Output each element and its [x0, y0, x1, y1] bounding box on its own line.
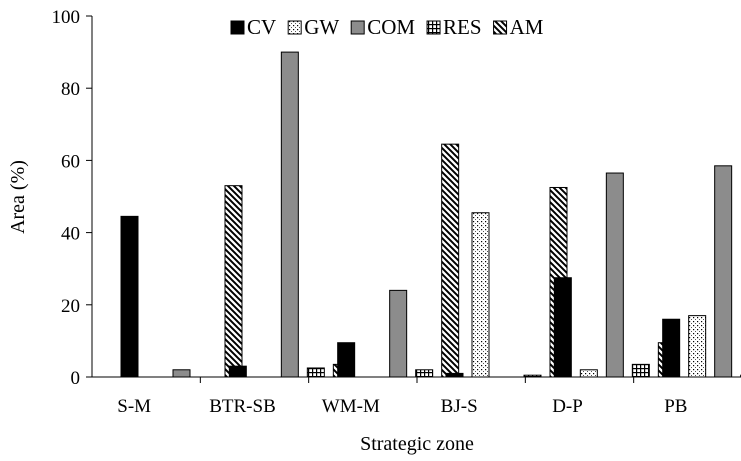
bar-res-btr-sb [306, 367, 325, 378]
legend-label-am: AM [510, 15, 544, 39]
bar-gw-d-p [579, 369, 598, 378]
bar-com-btr-sb [280, 51, 299, 378]
bar-cv-pb [662, 318, 681, 378]
bar-cv-btr-sb [228, 365, 247, 378]
x-tick-label: WM-M [322, 396, 380, 417]
y-tick-label: 80 [61, 79, 80, 100]
legend: CV GW COM RES AM [230, 15, 544, 39]
y-axis-title: Area (%) [7, 160, 29, 234]
legend-label-cv: CV [247, 15, 276, 39]
y-tick-label: 20 [61, 296, 80, 317]
bar-gw-pb [688, 315, 707, 378]
bars [120, 51, 741, 378]
bar-cv-s-m [120, 215, 139, 378]
bar-com-s-m [172, 369, 191, 378]
x-tick-label: D-P [552, 396, 583, 417]
bar-com-pb [714, 165, 733, 378]
bar-res-d-p [631, 363, 650, 378]
tick-labels: 0 20 40 60 80 100 S-M BTR-SB WM-M BJ-S D-P PB [52, 7, 688, 417]
x-tick-label: BTR-SB [209, 396, 276, 417]
bar-com-wm-m [389, 289, 408, 378]
legend-swatch-cv [230, 20, 245, 35]
legend-swatch-com [350, 20, 365, 35]
legend-label-com: COM [367, 15, 415, 39]
legend-swatch-gw [287, 20, 302, 35]
bar-res-wm-m [415, 369, 434, 378]
bar-gw-bj-s [471, 212, 490, 378]
bar-cv-wm-m [337, 342, 356, 378]
y-tick-label: 40 [61, 224, 80, 245]
x-axis-title: Strategic zone [360, 433, 474, 455]
y-tick-label: 60 [61, 151, 80, 172]
bar-com-d-p [605, 172, 624, 378]
bar-am-wm-m [441, 143, 460, 378]
bar-cv-bj-s [445, 372, 464, 378]
bar-am-s-m [224, 185, 243, 378]
legend-label-gw: GW [304, 15, 339, 39]
axes [86, 15, 741, 383]
x-tick-label: BJ-S [441, 396, 478, 417]
x-tick-label: S-M [117, 396, 151, 417]
y-tick-label: 100 [52, 7, 81, 28]
legend-swatch-res [426, 20, 441, 35]
x-tick-label: PB [664, 396, 687, 417]
legend-label-res: RES [443, 15, 482, 39]
bar-res-bj-s [523, 374, 542, 378]
legend-swatch-am [493, 20, 508, 35]
y-tick-label: 0 [71, 368, 81, 389]
bar-cv-d-p [553, 277, 572, 378]
